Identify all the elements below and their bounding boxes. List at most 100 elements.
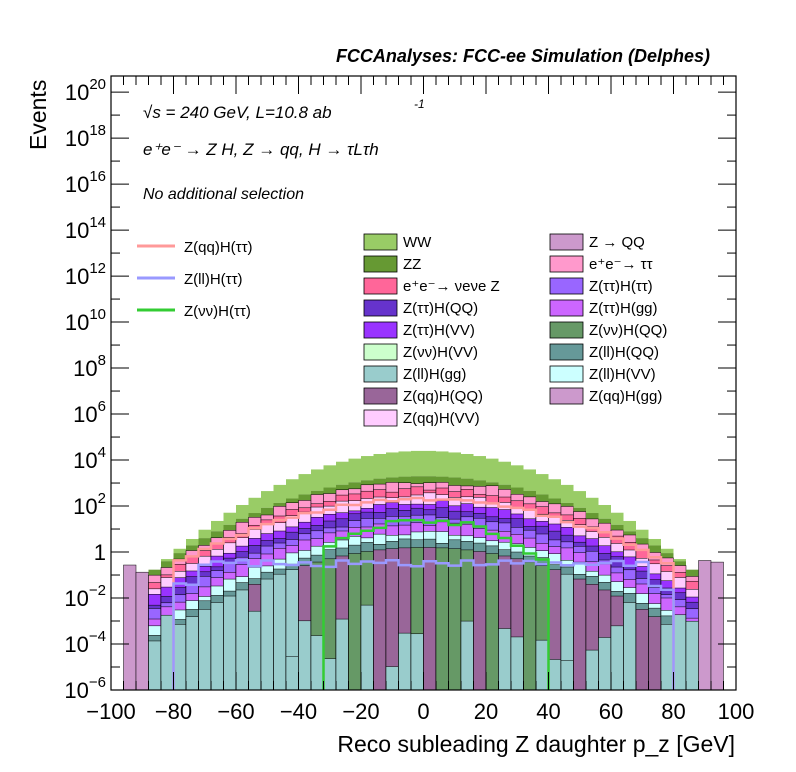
bar-segment <box>635 609 649 691</box>
bar-ww <box>336 461 349 485</box>
bar-ww <box>473 456 486 481</box>
x-tick-label: 80 <box>661 699 685 724</box>
legend-background-col2: Z → QQ e⁺e⁻→ ττ Z(ττ)H(ττ) Z(ττ)H(gg) Z(νν)H… <box>549 233 667 405</box>
y-tick-label: 1010 <box>65 306 106 335</box>
legend-label: Z(ll)H(ττ) <box>184 271 243 288</box>
bar-segment <box>173 624 187 691</box>
legend-label: Z(ττ)H(QQ) <box>403 300 478 317</box>
legend-swatch <box>363 365 398 383</box>
bar-segment <box>710 561 724 691</box>
legend-label: Z(qq)H(QQ) <box>403 388 483 405</box>
x-tick-label: 0 <box>417 699 429 724</box>
bar-ww <box>186 538 199 546</box>
x-tick-label: 40 <box>536 699 560 724</box>
x-tick-label: −60 <box>217 699 254 724</box>
legend-swatch <box>363 299 398 317</box>
bar-segment <box>573 578 587 691</box>
energy-label: √s = 240 GeV, L=10.8 ab <box>143 103 332 122</box>
bar-ww <box>323 465 336 488</box>
bar-ww <box>661 548 674 554</box>
x-axis-title: Reco subleading Z daughter p_z [GeV] <box>337 731 735 757</box>
bar-segment <box>510 636 524 691</box>
y-tick-label: 1018 <box>65 122 106 151</box>
bar-segment <box>135 571 149 691</box>
legend-swatch <box>363 343 398 361</box>
energy-exponent: -1 <box>414 97 425 111</box>
bar-ww <box>386 452 399 478</box>
bar-ww <box>161 559 174 562</box>
bar-ww <box>586 497 599 514</box>
bar-ww <box>286 479 299 499</box>
bar-ww <box>248 497 261 514</box>
bar-segment <box>260 578 274 691</box>
legend-swatch <box>549 343 584 361</box>
bar-ww <box>598 504 611 519</box>
legend-label: Z(νν)H(VV) <box>403 344 478 361</box>
y-tick-label: 104 <box>73 444 106 473</box>
bar-ww <box>511 465 524 488</box>
bar-segment <box>323 658 337 691</box>
bar-segment <box>198 609 212 691</box>
legend-label: Z(ll)H(QQ) <box>589 344 659 361</box>
legend-swatch <box>549 233 584 251</box>
bar-ww <box>523 469 536 491</box>
bar-segment <box>448 548 462 691</box>
line-zll-htautau <box>172 558 675 690</box>
legend-label: Z(ττ)H(ττ) <box>589 278 653 295</box>
legend-label: Z(ττ)H(VV) <box>403 322 475 339</box>
bar-segment <box>273 573 287 691</box>
bar-segment <box>160 614 174 691</box>
bar-ww <box>623 520 636 532</box>
legend-swatch <box>549 321 584 339</box>
x-tick-label: −80 <box>155 699 192 724</box>
x-tick-label: −40 <box>280 699 317 724</box>
y-tick-label: 1020 <box>65 76 106 105</box>
y-tick-labels: 1020 1018 1016 1014 1012 1010 108 106 104 102 1 10−… <box>64 76 106 703</box>
bar-segment <box>585 649 599 691</box>
bar-segment <box>685 620 699 691</box>
x-tick-label: 20 <box>474 699 498 724</box>
y-tick-label: 102 <box>73 490 106 519</box>
bar-ww <box>536 474 549 495</box>
legend-label: Z(qq)H(ττ) <box>184 239 253 256</box>
y-tick-label: 10−6 <box>64 674 106 703</box>
bar-segment <box>148 640 162 691</box>
bar-segment <box>673 614 687 691</box>
legend-label: Z(νν)H(ττ) <box>184 303 251 320</box>
bar-segment <box>535 639 549 691</box>
process-label: e⁺e⁻ → Z H, Z → qq, H → τLτh <box>143 140 379 159</box>
bar-ww <box>636 529 649 539</box>
legend-swatch <box>549 255 584 273</box>
legend-swatch <box>363 321 398 339</box>
bar-ww <box>348 458 361 483</box>
bar-ww <box>448 452 461 478</box>
bar-ww <box>311 469 324 491</box>
legend-label: WW <box>403 234 432 251</box>
legend-label: e⁺e⁻→ νeνe Z <box>403 278 500 295</box>
bar-segment <box>623 602 637 691</box>
bar-segment <box>598 637 612 691</box>
legend-background-col1: WW ZZ e⁺e⁻→ νeνe Z Z(ττ)H(QQ) Z(ττ)H(VV) Z(νν… <box>363 233 500 427</box>
bar-segment <box>648 616 662 691</box>
bar-segment <box>223 595 237 691</box>
bar-segment <box>410 633 424 691</box>
legend-label: Z(νν)H(QQ) <box>589 322 667 339</box>
bar-segment <box>473 551 487 691</box>
y-tick-label: 108 <box>73 352 106 381</box>
y-tick-label: 1016 <box>65 168 106 197</box>
bar-segment <box>523 561 537 691</box>
bar-ww <box>261 491 274 508</box>
bar-ww <box>223 512 236 525</box>
bar-segment <box>423 547 437 691</box>
bar-segment <box>373 549 387 691</box>
y-tick-label: 10−4 <box>64 628 106 657</box>
legend-swatch <box>549 299 584 317</box>
bar-segment <box>435 547 449 691</box>
bar-ww <box>198 529 211 539</box>
legend-label: Z(qq)H(VV) <box>403 410 480 427</box>
bar-ww <box>673 559 686 562</box>
legend-signal: Z(qq)H(ττ) Z(ll)H(ττ) Z(νν)H(ττ) <box>137 239 253 320</box>
y-tick-label: 1014 <box>65 214 106 243</box>
bar-segment <box>610 625 624 691</box>
